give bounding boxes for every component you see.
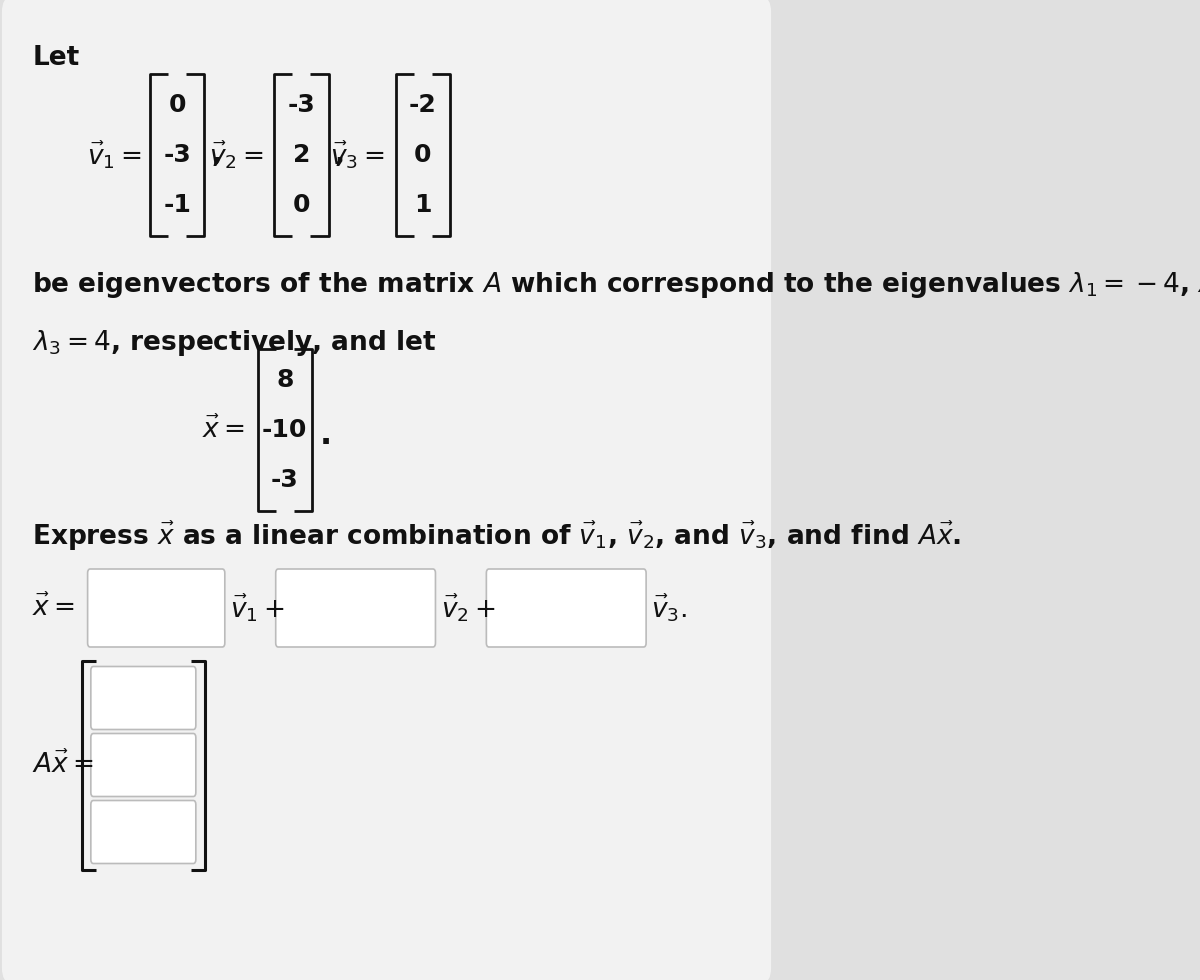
Text: -2: -2 — [409, 93, 437, 117]
Text: -3: -3 — [163, 143, 191, 167]
FancyBboxPatch shape — [486, 569, 646, 647]
Text: -10: -10 — [262, 418, 307, 442]
Text: 8: 8 — [276, 368, 294, 392]
Text: 0: 0 — [414, 143, 431, 167]
Text: $\vec{x} =$: $\vec{x} =$ — [202, 416, 245, 444]
Text: $\lambda_3 = 4$, respectively, and let: $\lambda_3 = 4$, respectively, and let — [32, 328, 437, 358]
Text: .: . — [319, 419, 331, 451]
Text: $\vec{x} =$: $\vec{x} =$ — [32, 594, 74, 621]
FancyBboxPatch shape — [91, 666, 196, 729]
Text: $\vec{v}_2+$: $\vec{v}_2+$ — [440, 592, 496, 624]
Text: 2: 2 — [293, 143, 310, 167]
Text: 0: 0 — [168, 93, 186, 117]
Text: Let: Let — [32, 45, 79, 71]
FancyBboxPatch shape — [91, 801, 196, 863]
Text: -1: -1 — [163, 193, 191, 217]
Text: 1: 1 — [414, 193, 431, 217]
Text: $\vec{v}_2 =$: $\vec{v}_2 =$ — [209, 139, 264, 171]
Text: -3: -3 — [271, 468, 299, 492]
Text: $\vec{v}_1+$: $\vec{v}_1+$ — [230, 592, 284, 624]
Text: 0: 0 — [293, 193, 311, 217]
FancyBboxPatch shape — [88, 569, 224, 647]
FancyBboxPatch shape — [91, 733, 196, 797]
Text: -3: -3 — [288, 93, 316, 117]
FancyBboxPatch shape — [276, 569, 436, 647]
Text: ,: , — [211, 142, 222, 168]
FancyBboxPatch shape — [2, 0, 772, 980]
Text: $A\vec{x} =$: $A\vec{x} =$ — [32, 752, 94, 779]
Text: $\vec{v}_1 =$: $\vec{v}_1 =$ — [86, 139, 142, 171]
Text: $\vec{v}_3 =$: $\vec{v}_3 =$ — [330, 139, 385, 171]
Text: be eigenvectors of the matrix $A$ which correspond to the eigenvalues $\lambda_1: be eigenvectors of the matrix $A$ which … — [32, 270, 1200, 300]
Text: $\vec{v}_3.$: $\vec{v}_3.$ — [652, 592, 688, 624]
Text: ,: , — [335, 142, 346, 168]
Text: Express $\vec{x}$ as a linear combination of $\vec{v}_1$, $\vec{v}_2$, and $\vec: Express $\vec{x}$ as a linear combinatio… — [32, 520, 961, 554]
